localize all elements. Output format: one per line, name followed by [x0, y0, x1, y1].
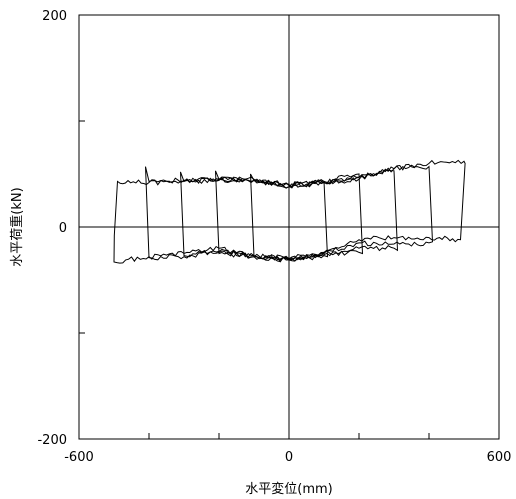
- series-group: [113, 159, 466, 264]
- x-tick-label: 600: [487, 450, 512, 465]
- y-axis-title: 水平荷重(kN): [9, 187, 25, 266]
- y-tick-label: 200: [42, 9, 67, 24]
- x-tick-label: -600: [64, 450, 94, 465]
- axis-ticks: [78, 14, 500, 440]
- zero-lines: [79, 15, 499, 439]
- x-axis-title: 水平変位(mm): [245, 481, 332, 497]
- tick-labels: -600 0 600 -200 0 200: [37, 9, 511, 465]
- x-tick-label: 0: [285, 450, 293, 465]
- y-tick-label: -200: [37, 433, 67, 448]
- y-tick-label: 0: [59, 221, 67, 236]
- series-line-5: [250, 173, 329, 261]
